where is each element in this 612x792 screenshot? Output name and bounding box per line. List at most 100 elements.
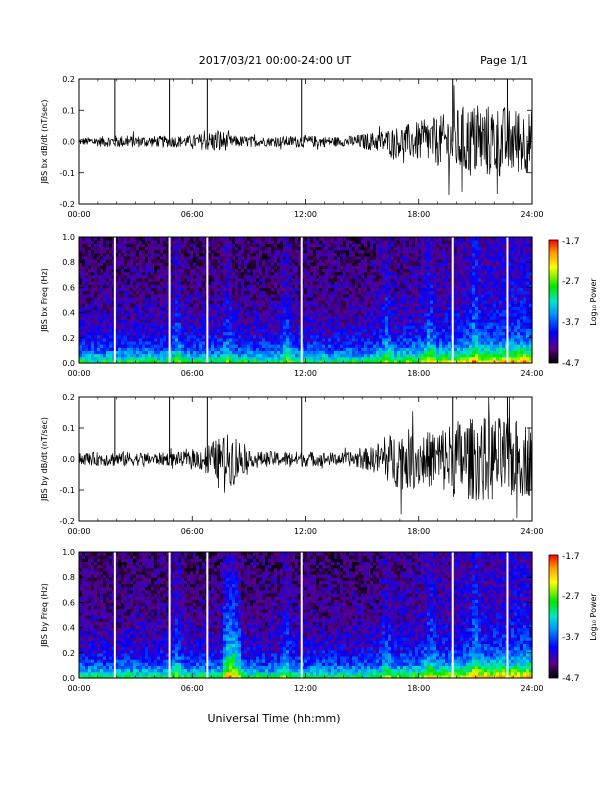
- spectrogram-cell: [310, 322, 314, 326]
- spectrogram-cell: [379, 328, 383, 333]
- spectrogram-cell: [379, 268, 383, 273]
- spectrogram-cell: [202, 318, 206, 323]
- spectrogram-cell: [214, 300, 218, 304]
- spectrogram-cell: [295, 252, 299, 257]
- spectrogram-cell: [388, 259, 392, 263]
- spectrogram-cell: [337, 277, 341, 282]
- spectrogram-cell: [445, 322, 449, 326]
- spectrogram-cell: [196, 240, 200, 244]
- spectrogram-cell: [262, 337, 266, 342]
- spectrogram-cell: [430, 337, 434, 342]
- spectrogram-cell: [388, 356, 392, 361]
- spectrogram-cell: [382, 268, 386, 273]
- spectrogram-cell: [133, 306, 137, 311]
- spectrogram-cell: [352, 268, 356, 273]
- spectrogram-cell: [337, 281, 341, 285]
- spectrogram-cell: [436, 240, 440, 244]
- spectrogram-cell: [313, 262, 317, 266]
- spectrogram-cell: [142, 318, 146, 323]
- spectrogram-cell: [94, 306, 98, 311]
- spectrogram-cell: [118, 271, 122, 276]
- spectrogram-cell: [295, 331, 299, 336]
- spectrogram-cell: [394, 293, 398, 298]
- spectrogram-cell: [268, 359, 272, 364]
- spectrogram-cell: [313, 303, 317, 307]
- spectrogram-cell: [259, 246, 263, 251]
- spectrogram-cell: [160, 265, 164, 270]
- spectrogram-cell: [286, 350, 290, 355]
- spectrogram-cell: [346, 271, 350, 276]
- spectrogram-cell: [181, 300, 185, 304]
- spectrogram-cell: [97, 265, 101, 270]
- spectrogram-cell: [361, 340, 365, 345]
- spectrogram-cell: [319, 262, 323, 266]
- spectrogram-cell: [352, 240, 356, 244]
- spectrogram-cell: [220, 303, 224, 307]
- spectrogram-cell: [343, 318, 347, 323]
- spectrogram-cell: [289, 347, 293, 351]
- spectrogram-cell: [346, 334, 350, 339]
- spectrogram-cell: [178, 243, 182, 248]
- spectrogram-cell: [349, 290, 353, 295]
- spectrogram-cell: [163, 271, 167, 276]
- spectrogram-cell: [208, 271, 212, 276]
- spectrogram-cell: [220, 293, 224, 298]
- spectrogram-cell: [424, 287, 428, 292]
- spectrogram-cell: [247, 312, 251, 317]
- spectrogram-cell: [313, 240, 317, 244]
- spectrogram-cell: [439, 303, 443, 307]
- spectrogram-cell: [265, 262, 269, 266]
- spectrogram-cell: [379, 350, 383, 355]
- spectrogram-cell: [346, 359, 350, 364]
- spectrogram-cell: [160, 312, 164, 317]
- spectrogram-cell: [88, 243, 92, 248]
- spectrogram-cell: [238, 315, 242, 320]
- spectrogram-cell: [127, 306, 131, 311]
- spectrogram-cell: [271, 237, 275, 241]
- spectrogram-cell: [238, 353, 242, 358]
- spectrogram-cell: [235, 243, 239, 248]
- spectrogram-cell: [349, 243, 353, 248]
- spectrogram-cell: [433, 293, 437, 298]
- spectrogram-cell: [127, 296, 131, 301]
- spectrogram-cell: [403, 318, 407, 323]
- spectrogram-cell: [319, 265, 323, 270]
- spectrogram-cell: [307, 347, 311, 351]
- spectrogram-cell: [334, 334, 338, 339]
- spectrogram-cell: [94, 268, 98, 273]
- spectrogram-cell: [373, 281, 377, 285]
- spectrogram-cell: [190, 293, 194, 298]
- spectrogram-cell: [136, 325, 140, 329]
- spectrogram-cell: [442, 309, 446, 314]
- spectrogram-cell: [397, 315, 401, 320]
- spectrogram-cell: [265, 318, 269, 323]
- spectrogram-cell: [409, 325, 413, 329]
- spectrogram-cell: [346, 274, 350, 279]
- spectrogram-cell: [163, 328, 167, 333]
- spectrogram-cell: [250, 340, 254, 345]
- spectrogram-cell: [328, 340, 332, 345]
- spectrogram-cell: [340, 243, 344, 248]
- spectrogram-cell: [229, 350, 233, 355]
- spectrogram-cell: [187, 331, 191, 336]
- spectrogram-cell: [274, 303, 278, 307]
- spectrogram-cell: [154, 359, 158, 364]
- spectrogram-cell: [313, 259, 317, 263]
- spectrogram-cell: [106, 287, 110, 292]
- spectrogram-cell: [223, 293, 227, 298]
- spectrogram-cell: [325, 337, 329, 342]
- spectrogram-cell: [133, 353, 137, 358]
- spectrogram-cell: [280, 315, 284, 320]
- spectrogram-cell: [283, 322, 287, 326]
- spectrogram-cell: [340, 303, 344, 307]
- spectrogram-cell: [109, 271, 113, 276]
- spectrogram-cell: [439, 259, 443, 263]
- spectrogram-cell: [139, 287, 143, 292]
- spectrogram-cell: [322, 262, 326, 266]
- spectrogram-cell: [403, 312, 407, 317]
- spectrogram-cell: [211, 318, 215, 323]
- spectrogram-cell: [418, 262, 422, 266]
- spectrogram-cell: [79, 325, 83, 329]
- spectrogram-cell: [142, 252, 146, 257]
- spectrogram-cell: [250, 344, 254, 348]
